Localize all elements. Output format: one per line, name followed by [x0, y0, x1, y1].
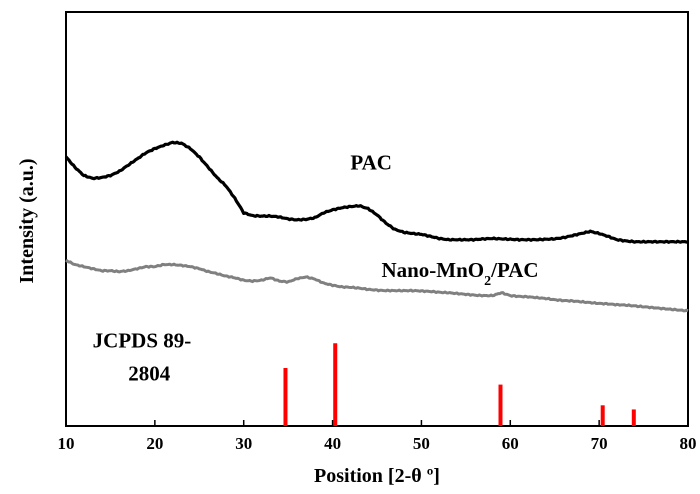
x-tick-label-5: 60	[502, 434, 519, 453]
x-tick-label-7: 80	[680, 434, 697, 453]
x-axis-label: Position [2-θ º]	[314, 465, 440, 487]
y-axis-label: Intensity (a.u.)	[16, 158, 38, 283]
annotation-jcpds-line1: JCPDS 89-	[93, 328, 192, 352]
x-tick-label-0: 10	[58, 434, 75, 453]
annotation-jcpds-line2: 2804	[128, 361, 171, 385]
annotations: PAC Nano-MnO2/PAC JCPDS 89- 2804	[93, 150, 539, 385]
x-tick-label-6: 70	[591, 434, 608, 453]
plot-frame	[65, 11, 689, 427]
x-tick-label-2: 30	[235, 434, 252, 453]
series-line-pac	[64, 140, 689, 244]
series-line-nano-mno2-pac	[65, 258, 689, 313]
annotation-pac: PAC	[350, 150, 392, 174]
x-tick-label-3: 40	[324, 434, 341, 453]
x-tick-label-1: 20	[146, 434, 163, 453]
annotation-nano-mno2-pac: Nano-MnO2/PAC	[381, 258, 538, 289]
x-axis-ticks: 10 20 30 40 50 60 70 80	[58, 420, 697, 453]
reference-peaks	[283, 343, 636, 426]
x-tick-label-4: 50	[413, 434, 430, 453]
